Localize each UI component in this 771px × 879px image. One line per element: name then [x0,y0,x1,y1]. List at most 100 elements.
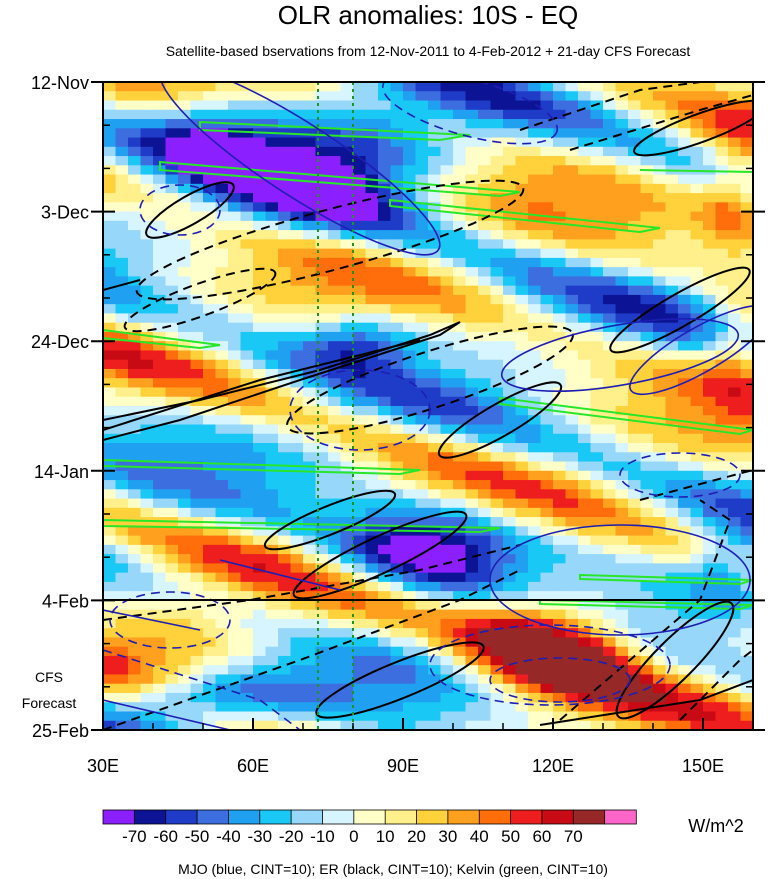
heatmap-cell [553,720,567,730]
heatmap-cell [540,285,554,296]
heatmap-cell [640,276,654,287]
heatmap-cell [303,424,317,435]
heatmap-cell [678,692,692,703]
heatmap-cell [715,517,729,527]
heatmap-cell [115,480,129,490]
heatmap-cell [440,378,454,389]
heatmap-cell [353,452,367,463]
heatmap-cell [553,359,567,370]
heatmap-cell [728,415,742,426]
heatmap-cell [715,211,729,222]
heatmap-cell [265,248,279,259]
heatmap-cell [315,91,329,102]
heatmap-cell [328,137,342,148]
heatmap-cell [640,461,654,472]
heatmap-cell [540,618,554,629]
heatmap-cell [665,304,679,315]
heatmap-cell [678,359,692,370]
heatmap-cell [440,609,454,620]
heatmap-cell [540,470,554,481]
heatmap-cell [503,146,517,157]
heatmap-cell [665,239,679,250]
heatmap-cell [465,470,479,481]
heatmap-cell [728,239,742,250]
heatmap-cell [678,119,692,129]
heatmap-cell [303,193,317,203]
heatmap-cell [528,683,542,694]
heatmap-cell [465,378,479,389]
heatmap-cell [678,239,692,250]
heatmap-cell [653,581,667,592]
heatmap-cell [278,91,292,102]
heatmap-cell [253,146,267,157]
heatmap-cell [740,544,753,555]
heatmap-cell [640,535,654,546]
heatmap-cell [590,535,604,546]
heatmap-cell [715,526,729,537]
heatmap-cell [703,498,717,509]
heatmap-cell [553,544,567,555]
heatmap-cell [290,702,304,713]
heatmap-cell [340,174,354,185]
heatmap-cell [178,461,192,472]
heatmap-cell [590,165,604,176]
heatmap-cell [565,470,579,481]
heatmap-cell [390,498,404,509]
heatmap-cell [240,359,254,370]
heatmap-cell [465,544,479,555]
heatmap-cell [690,544,704,555]
heatmap-cell [178,211,192,222]
heatmap-cell [290,683,304,694]
heatmap-cell [240,470,254,481]
heatmap-cell [403,415,417,426]
heatmap-cell [478,156,492,166]
heatmap-cell [215,193,229,203]
heatmap-cell [315,183,329,194]
heatmap-cell [415,248,429,259]
heatmap-cell [115,350,129,361]
heatmap-cell [303,452,317,463]
heatmap-cell [540,526,554,537]
heatmap-cell [328,100,342,111]
heatmap-cell [103,637,117,648]
heatmap-cell [665,109,679,120]
heatmap-cell [265,470,279,481]
heatmap-cell [403,331,417,342]
heatmap-cell [390,535,404,546]
heatmap-cell [715,674,729,685]
heatmap-cell [578,331,592,342]
heatmap-cell [415,267,429,277]
heatmap-cell [490,220,504,231]
heatmap-cell [628,341,642,352]
heatmap-cell [328,544,342,555]
heatmap-cell [340,415,354,426]
heatmap-cell [503,156,517,166]
heatmap-cell [378,470,392,481]
heatmap-cell [465,618,479,629]
heatmap-cell [703,396,717,407]
heatmap-cell [428,267,442,277]
colorbar-swatch [384,809,418,825]
heatmap-cell [603,720,617,730]
heatmap-cell [715,128,729,139]
heatmap-cell [703,294,717,305]
heatmap-cell [140,239,154,250]
heatmap-cell [453,146,467,157]
heatmap-cell [315,563,329,574]
heatmap-cell [690,600,704,611]
heatmap-cell [515,109,529,120]
heatmap-cell [540,600,554,611]
heatmap-cell [615,183,629,194]
heatmap-cell [640,128,654,139]
heatmap-cell [278,331,292,342]
heatmap-cell [678,220,692,231]
heatmap-cell [440,406,454,416]
heatmap-cell [440,674,454,685]
heatmap-cell [465,211,479,222]
heatmap-cell [315,683,329,694]
heatmap-cell [440,572,454,583]
reference-longitude-lines [317,82,354,730]
heatmap-cell [665,433,679,444]
heatmap-cell [478,350,492,361]
heatmap-cell [553,711,567,722]
